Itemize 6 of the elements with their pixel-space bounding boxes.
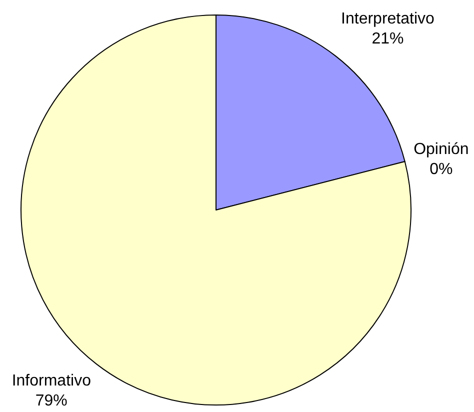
slice-label: Interpretativo bbox=[341, 10, 435, 28]
data-label: 79% bbox=[35, 392, 68, 410]
slice-label: Informativo bbox=[12, 372, 92, 390]
category-label: Opinión bbox=[414, 140, 469, 158]
text: 0% bbox=[430, 160, 453, 178]
data-label: 21% bbox=[372, 30, 404, 48]
